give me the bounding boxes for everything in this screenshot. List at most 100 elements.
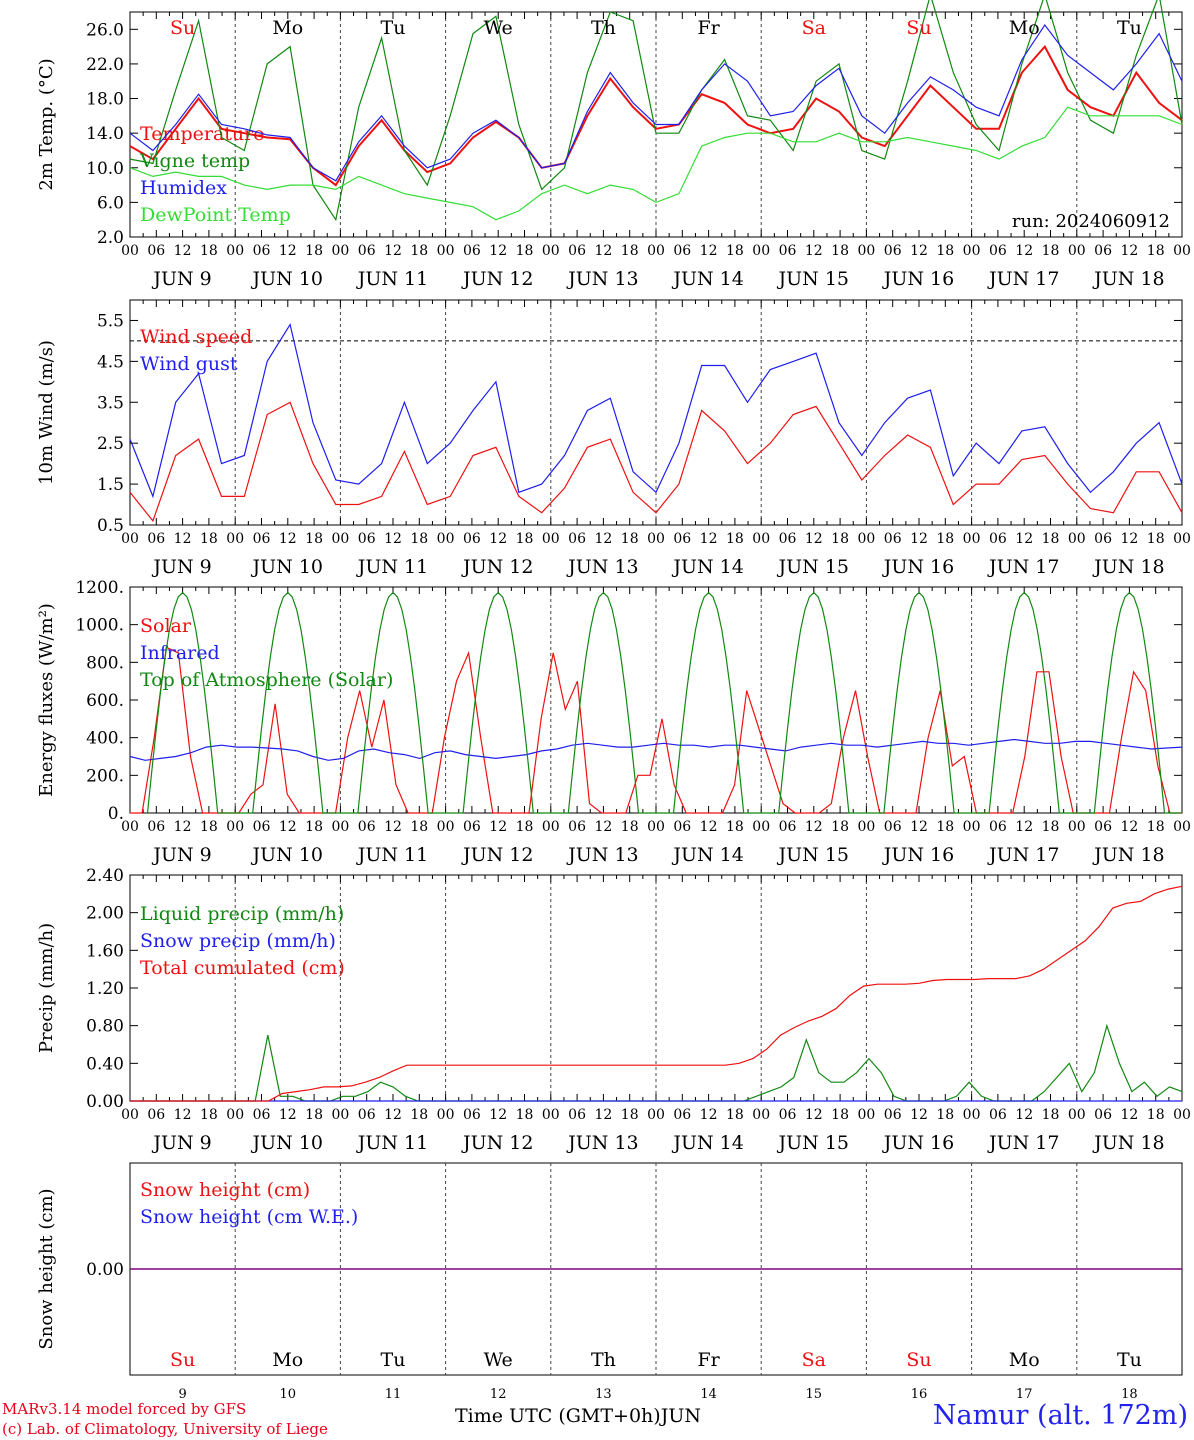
hour-tick-label: 06 bbox=[568, 243, 586, 259]
weekday-label: Tu bbox=[381, 17, 406, 39]
day-label: JUN 12 bbox=[461, 1132, 533, 1154]
hour-tick-label: 12 bbox=[1120, 531, 1138, 547]
day-number: 17 bbox=[1016, 1387, 1033, 1402]
hour-tick-label: 00 bbox=[1068, 243, 1086, 259]
weekday-label: Th bbox=[591, 17, 616, 39]
series-line-total-cumulated-cm- bbox=[130, 885, 1183, 1102]
series-line-humidex bbox=[129, 23, 1183, 182]
hour-tick-label: 06 bbox=[358, 243, 376, 259]
y-tick-label: 400. bbox=[86, 729, 124, 749]
hour-tick-label: 12 bbox=[174, 1107, 192, 1123]
legend-entry: Wind gust bbox=[140, 353, 238, 375]
hour-tick-label: 00 bbox=[1173, 531, 1191, 547]
hour-tick-label: 12 bbox=[910, 819, 928, 835]
series-line-infrared bbox=[129, 738, 1183, 761]
legend-entry: Snow precip (mm/h) bbox=[140, 930, 336, 952]
hour-tick-label: 12 bbox=[174, 819, 192, 835]
time-axis-title: Time UTC (GMT+0h)JUN bbox=[455, 1405, 701, 1427]
weekday-label: Mo bbox=[1009, 17, 1040, 39]
day-label: JUN 18 bbox=[1092, 1132, 1164, 1154]
hour-tick-label: 00 bbox=[437, 243, 455, 259]
hour-tick-label: 06 bbox=[463, 243, 481, 259]
hour-tick-label: 00 bbox=[647, 1107, 665, 1123]
hour-tick-label: 00 bbox=[963, 531, 981, 547]
y-tick-label: 0.00 bbox=[86, 1092, 124, 1112]
weekday-label-bottom: Th bbox=[591, 1349, 616, 1371]
y-tick-label: 22.0 bbox=[86, 55, 124, 75]
day-label: JUN 9 bbox=[151, 1132, 211, 1154]
day-label: JUN 12 bbox=[461, 556, 533, 578]
station-name: Namur (alt. 172m) bbox=[932, 1400, 1188, 1431]
hour-tick-label: 18 bbox=[410, 1107, 428, 1123]
day-number: 11 bbox=[385, 1387, 402, 1402]
day-label: JUN 11 bbox=[356, 844, 428, 866]
day-label: JUN 11 bbox=[356, 1132, 428, 1154]
hour-tick-label: 06 bbox=[1094, 531, 1112, 547]
hour-tick-label: 06 bbox=[147, 1107, 165, 1123]
day-label: JUN 14 bbox=[671, 556, 743, 578]
weekday-label-bottom: Tu bbox=[381, 1349, 406, 1371]
weekday-label: Sa bbox=[802, 17, 826, 39]
hour-tick-label: 00 bbox=[331, 531, 349, 547]
hour-tick-label: 12 bbox=[1120, 1107, 1138, 1123]
hour-tick-label: 00 bbox=[1068, 819, 1086, 835]
chart-panel-2: 0.5 1.5 2.5 3.5 4.5 5.5 10m Wind (m/s) Wind spe… bbox=[36, 299, 1191, 578]
hour-tick-label: 18 bbox=[410, 243, 428, 259]
hour-tick-label: 18 bbox=[1042, 531, 1060, 547]
hour-tick-label: 00 bbox=[437, 819, 455, 835]
day-label: JUN 15 bbox=[777, 1132, 849, 1154]
hour-tick-label: 00 bbox=[542, 531, 560, 547]
day-label: JUN 17 bbox=[987, 1132, 1059, 1154]
hour-tick-label: 12 bbox=[700, 243, 718, 259]
hour-tick-label: 12 bbox=[910, 243, 928, 259]
hour-tick-label: 18 bbox=[621, 819, 639, 835]
time-axis-label: Time UTC (GMT+0h) bbox=[455, 1405, 661, 1427]
hour-tick-label: 12 bbox=[594, 243, 612, 259]
legend-entry: Temperature bbox=[140, 123, 264, 145]
hour-tick-label: 00 bbox=[1068, 1107, 1086, 1123]
hour-tick-label: 18 bbox=[936, 1107, 954, 1123]
hour-tick-label: 12 bbox=[174, 531, 192, 547]
day-number: 14 bbox=[700, 1387, 717, 1402]
hour-tick-label: 06 bbox=[673, 819, 691, 835]
y-tick-label: 4.5 bbox=[97, 352, 124, 372]
day-label: JUN 14 bbox=[671, 268, 743, 290]
weekday-label-bottom: Su bbox=[906, 1349, 931, 1371]
y-tick-label: 0.40 bbox=[86, 1054, 124, 1074]
model-credit: MARv3.14 model forced by GFS bbox=[2, 1400, 247, 1418]
y-tick-label: 1000. bbox=[75, 616, 124, 636]
day-number: 16 bbox=[911, 1387, 928, 1402]
hour-tick-label: 18 bbox=[936, 243, 954, 259]
legend-entry: Total cumulated (cm) bbox=[140, 957, 345, 979]
hour-tick-label: 18 bbox=[1147, 1107, 1165, 1123]
day-label: JUN 18 bbox=[1092, 556, 1164, 578]
hour-tick-label: 00 bbox=[226, 1107, 244, 1123]
hour-tick-label: 00 bbox=[857, 1107, 875, 1123]
legend-entry: Humidex bbox=[140, 177, 227, 199]
day-label: JUN 12 bbox=[461, 268, 533, 290]
hour-tick-label: 18 bbox=[516, 243, 534, 259]
hour-tick-label: 12 bbox=[805, 1107, 823, 1123]
hour-tick-label: 18 bbox=[936, 819, 954, 835]
day-label: JUN 11 bbox=[356, 556, 428, 578]
day-number: 10 bbox=[280, 1387, 297, 1402]
hour-tick-label: 18 bbox=[305, 1107, 323, 1123]
hour-tick-label: 00 bbox=[963, 243, 981, 259]
legend-entry: Snow height (cm W.E.) bbox=[140, 1206, 358, 1228]
weekday-label-bottom: Fr bbox=[697, 1349, 720, 1371]
day-label: JUN 17 bbox=[987, 556, 1059, 578]
hour-tick-label: 06 bbox=[568, 531, 586, 547]
hour-tick-label: 06 bbox=[673, 1107, 691, 1123]
hour-tick-label: 12 bbox=[174, 243, 192, 259]
day-label: JUN 15 bbox=[777, 844, 849, 866]
hour-tick-label: 00 bbox=[226, 531, 244, 547]
y-tick-label: 0.5 bbox=[97, 516, 124, 536]
hour-tick-label: 06 bbox=[1094, 243, 1112, 259]
hour-tick-label: 12 bbox=[700, 819, 718, 835]
weekday-label: Su bbox=[170, 17, 195, 39]
day-label: JUN 14 bbox=[671, 844, 743, 866]
y-tick-label: 1.5 bbox=[97, 475, 124, 495]
hour-tick-label: 06 bbox=[779, 819, 797, 835]
hour-tick-label: 18 bbox=[200, 243, 218, 259]
